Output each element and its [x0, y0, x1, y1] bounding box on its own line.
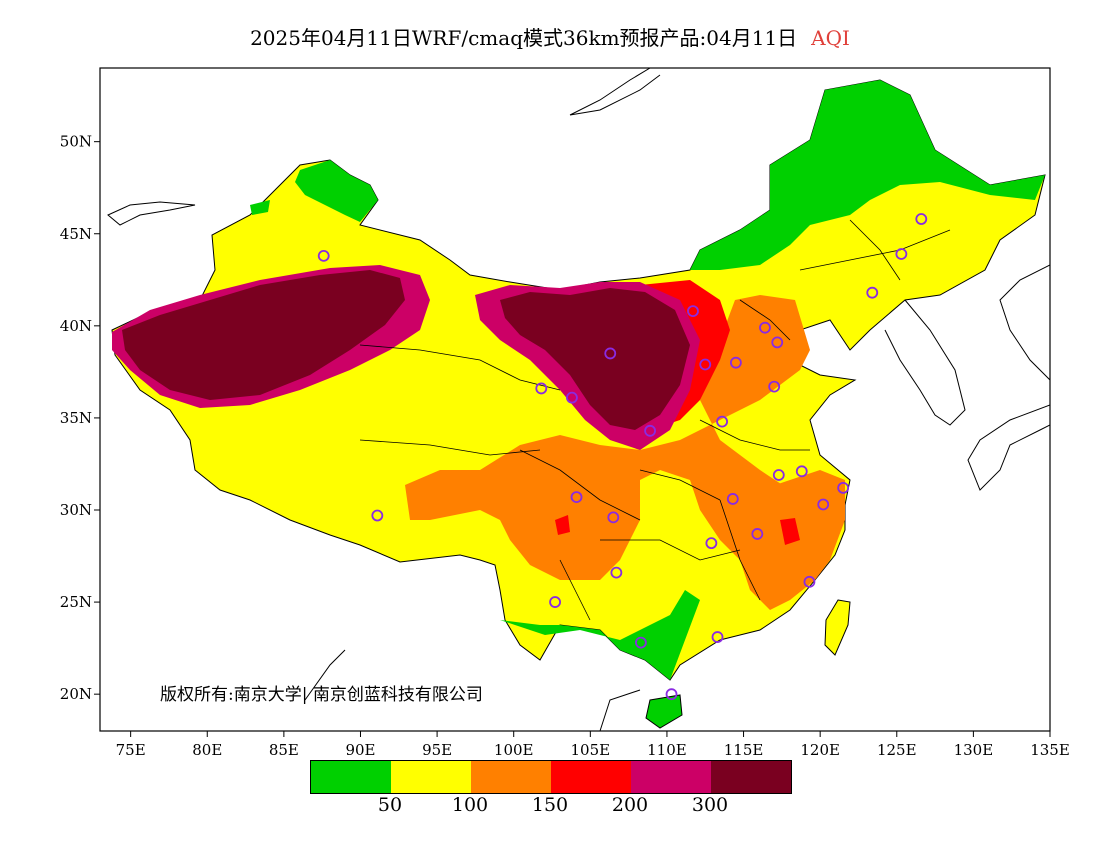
lon-tick-label: 135E: [1030, 741, 1070, 759]
lon-tick-label: 110E: [647, 741, 687, 759]
city-station-marker: [726, 493, 739, 505]
city-station-marker: [895, 248, 908, 260]
lat-tick-label: 50N: [60, 133, 92, 151]
lon-tick-label: 85E: [269, 741, 299, 759]
city-station-marker: [610, 566, 623, 579]
city-station-marker: [705, 537, 718, 550]
colorbar-swatch: [471, 761, 551, 793]
lon-tick-label: 80E: [192, 741, 222, 759]
city-station-marker: [634, 636, 647, 649]
aqi-colorbar: [310, 760, 792, 794]
city-station-marker: [371, 509, 384, 522]
colorbar-swatch: [391, 761, 471, 793]
lat-tick-label: 30N: [60, 501, 92, 519]
colorbar-label: 150: [531, 794, 569, 816]
lon-tick-label: 130E: [954, 741, 994, 759]
green-northeast: [690, 80, 1045, 270]
city-station-marker: [729, 356, 742, 369]
city-station-layer: [317, 213, 928, 701]
city-station-marker: [837, 481, 850, 494]
colorbar-swatch: [311, 761, 391, 793]
title-variable: AQI: [811, 26, 850, 50]
colorbar-swatch: [711, 761, 791, 793]
maroon-gobi: [500, 288, 690, 430]
city-station-marker: [604, 347, 617, 360]
city-station-marker: [570, 491, 583, 504]
city-station-marker: [795, 465, 808, 478]
colorbar-label: 100: [451, 794, 489, 816]
lat-tick-label: 45N: [60, 225, 92, 243]
colorbar-label: 300: [691, 794, 729, 816]
city-station-marker: [317, 249, 330, 262]
city-station-marker: [768, 380, 781, 393]
lon-tick-label: 75E: [116, 741, 146, 759]
russia-coast: [569, 68, 661, 116]
city-station-marker: [759, 321, 771, 334]
city-station-marker: [687, 305, 699, 318]
map-frame: [99, 67, 1051, 732]
lon-tick-label: 90E: [345, 741, 375, 759]
province-lines: [359, 219, 951, 621]
city-station-marker: [751, 528, 764, 540]
map-title: 2025年04月11日WRF/cmaq模式36km预报产品:04月11日 AQI: [0, 22, 1100, 51]
colorbar-label: 200: [611, 794, 649, 816]
city-station-marker: [644, 424, 656, 437]
taiwan: [824, 599, 851, 656]
lon-tick-label: 100E: [494, 741, 534, 759]
sea-coast-south: [304, 649, 641, 731]
copyright-text: 版权所有:南京大学| 南京创蓝科技有限公司: [160, 685, 483, 705]
city-station-marker: [607, 511, 620, 524]
title-main: 2025年04月11日WRF/cmaq模式36km预报产品:04月11日: [250, 26, 798, 50]
lon-tick-label: 95E: [422, 741, 452, 759]
city-station-marker: [866, 286, 879, 299]
city-station-marker: [817, 498, 830, 511]
hainan: [645, 694, 683, 729]
city-station-marker: [535, 382, 548, 395]
korea-coast: [884, 299, 966, 426]
longitude-axis: 75E 80E 85E 90E 95E 100E 105E 110E 115E 120E 125E 1…: [116, 731, 1070, 759]
city-station-marker: [566, 391, 578, 404]
city-station-marker: [549, 596, 561, 608]
japan-coast: [967, 264, 1050, 491]
lon-tick-label: 125E: [877, 741, 917, 759]
lat-tick-label: 20N: [60, 685, 92, 703]
lat-tick-label: 25N: [60, 593, 92, 611]
red-spot-1: [555, 515, 570, 535]
lat-tick-label: 40N: [60, 317, 92, 335]
kazakh-border: [107, 201, 196, 226]
colorbar-swatch: [551, 761, 631, 793]
green-xinjiang: [295, 160, 378, 222]
colorbar-swatch: [631, 761, 711, 793]
city-station-marker: [711, 631, 724, 643]
lon-tick-label: 105E: [571, 741, 611, 759]
city-station-marker: [716, 415, 728, 428]
green-xinjiang-west: [250, 200, 270, 215]
lon-tick-label: 115E: [724, 741, 764, 759]
green-south: [500, 590, 700, 680]
map-area: [100, 68, 1050, 731]
latitude-axis: 50N 45N 40N 35N 30N 25N 20N: [60, 133, 100, 703]
city-station-marker: [772, 469, 785, 481]
city-station-marker: [803, 575, 816, 588]
colorbar-label: 50: [377, 794, 403, 816]
city-station-marker: [915, 213, 928, 225]
city-station-marker: [771, 336, 784, 349]
red-spot-2: [780, 518, 800, 545]
maroon-taklamakan: [122, 270, 405, 400]
lat-tick-label: 35N: [60, 409, 92, 427]
lon-tick-label: 120E: [800, 741, 840, 759]
city-station-marker: [699, 358, 712, 371]
city-station-marker: [665, 688, 678, 701]
